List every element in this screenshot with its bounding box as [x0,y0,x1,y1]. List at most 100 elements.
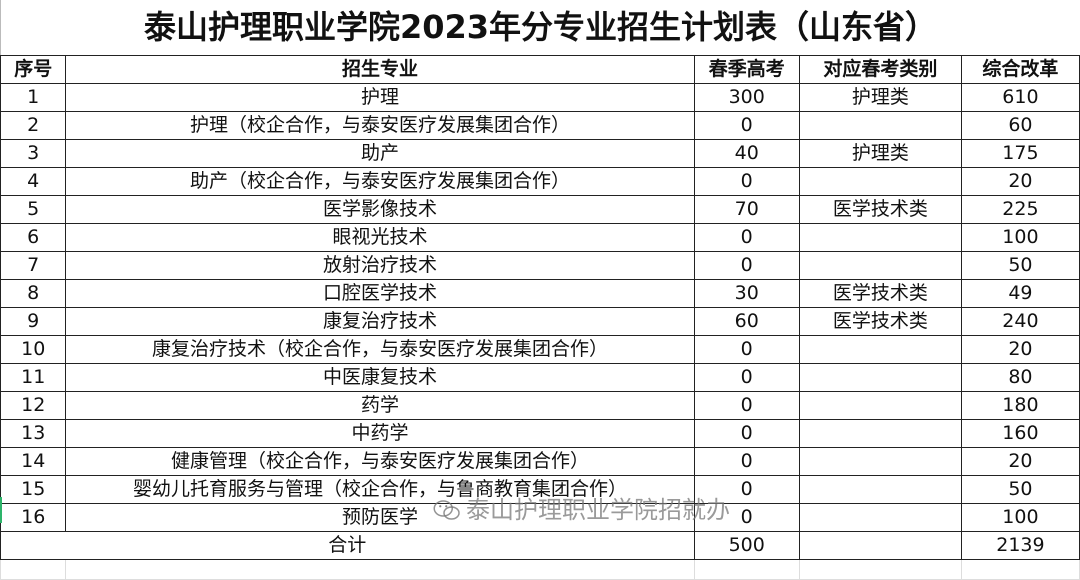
table-cell[interactable]: 50 [960,475,1080,504]
table-cell[interactable]: 10 [0,335,67,364]
table-cell[interactable] [798,503,962,532]
table-cell[interactable]: 40 [693,139,800,168]
table-cell[interactable]: 13 [0,419,67,448]
table-cell[interactable]: 医学影像技术 [65,195,695,224]
table-cell[interactable] [798,251,962,280]
table-cell[interactable]: 口腔医学技术 [65,279,695,308]
table-cell[interactable]: 护理（校企合作，与泰安医疗发展集团合作） [65,111,695,140]
table-cell[interactable]: 1 [0,83,67,112]
table-cell[interactable]: 300 [693,83,800,112]
table-cell[interactable]: 2 [0,111,67,140]
table-cell[interactable] [798,391,962,420]
header-cell: 综合改革 [960,55,1080,84]
table-cell[interactable]: 610 [960,83,1080,112]
table-cell[interactable]: 康复治疗技术 [65,307,695,336]
table-cell[interactable]: 80 [960,363,1080,392]
table-row: 13 中药学 0 160 [0,419,1080,448]
table-row: 12 药学 0 180 [0,391,1080,420]
table-cell[interactable]: 中药学 [65,419,695,448]
table-cell[interactable]: 0 [693,167,800,196]
table-row: 14 健康管理（校企合作，与泰安医疗发展集团合作） 0 20 [0,447,1080,476]
table-cell[interactable]: 0 [693,363,800,392]
table-cell[interactable]: 眼视光技术 [65,223,695,252]
table-row: 4 助产（校企合作，与泰安医疗发展集团合作） 0 20 [0,167,1080,196]
enrollment-table: 序号 招生专业 春季高考 对应春考类别 综合改革 1 护理 300 护理类 610 2 护理… [0,55,1080,580]
table-cell[interactable]: 0 [693,391,800,420]
table-cell[interactable]: 医学技术类 [798,307,962,336]
table-cell[interactable]: 49 [960,279,1080,308]
table-cell[interactable] [798,167,962,196]
table-cell[interactable]: 11 [0,363,67,392]
table-cell[interactable]: 康复治疗技术（校企合作，与泰安医疗发展集团合作） [65,335,695,364]
table-cell[interactable]: 15 [0,475,67,504]
table-cell[interactable]: 20 [960,447,1080,476]
table-cell[interactable]: 160 [960,419,1080,448]
table-cell[interactable]: 9 [0,307,67,336]
table-cell[interactable]: 240 [960,307,1080,336]
table-cell[interactable] [798,447,962,476]
table-cell[interactable]: 8 [0,279,67,308]
table-cell[interactable]: 护理类 [798,83,962,112]
table-cell[interactable]: 中医康复技术 [65,363,695,392]
table-cell[interactable]: 0 [693,111,800,140]
table-cell[interactable] [798,223,962,252]
table-row: 6 眼视光技术 0 100 [0,223,1080,252]
table-cell[interactable]: 预防医学 [65,503,695,532]
table-row: 7 放射治疗技术 0 50 [0,251,1080,280]
table-cell[interactable]: 婴幼儿托育服务与管理（校企合作，与鲁商教育集团合作） [65,475,695,504]
table-cell[interactable] [798,419,962,448]
table-cell[interactable]: 16 [0,503,67,532]
table-cell[interactable]: 7 [0,251,67,280]
table-cell[interactable]: 14 [0,447,67,476]
table-cell[interactable]: 0 [693,419,800,448]
table-cell[interactable]: 0 [693,251,800,280]
table-cell[interactable]: 30 [693,279,800,308]
table-cell[interactable]: 放射治疗技术 [65,251,695,280]
table-row: 2 护理（校企合作，与泰安医疗发展集团合作） 0 60 [0,111,1080,140]
wechat-icon [433,500,460,520]
table-cell[interactable]: 医学技术类 [798,279,962,308]
table-cell[interactable]: 60 [960,111,1080,140]
total-spring[interactable]: 500 [693,531,800,560]
table-row: 5 医学影像技术 70 医学技术类 225 [0,195,1080,224]
table-cell[interactable]: 100 [960,503,1080,532]
table-cell[interactable]: 60 [693,307,800,336]
table-cell[interactable]: 180 [960,391,1080,420]
table-cell[interactable]: 100 [960,223,1080,252]
table-cell[interactable]: 药学 [65,391,695,420]
table-cell[interactable]: 12 [0,391,67,420]
table-cell[interactable] [798,475,962,504]
table-cell[interactable]: 0 [693,503,800,532]
table-cell[interactable] [798,531,962,560]
table-cell[interactable]: 护理类 [798,139,962,168]
table-cell[interactable]: 0 [693,447,800,476]
table-cell[interactable]: 健康管理（校企合作，与泰安医疗发展集团合作） [65,447,695,476]
table-row: 11 中医康复技术 0 80 [0,363,1080,392]
total-label[interactable]: 合计 [0,531,695,560]
table-cell[interactable]: 50 [960,251,1080,280]
table-cell[interactable] [798,335,962,364]
table-row: 9 康复治疗技术 60 医学技术类 240 [0,307,1080,336]
table-cell[interactable]: 助产 [65,139,695,168]
total-row: 合计 500 2139 [0,531,1080,560]
table-cell[interactable] [798,111,962,140]
table-cell[interactable]: 70 [693,195,800,224]
table-cell[interactable]: 0 [693,335,800,364]
table-cell[interactable]: 3 [0,139,67,168]
table-cell[interactable]: 175 [960,139,1080,168]
table-cell[interactable]: 护理 [65,83,695,112]
table-row: 10 康复治疗技术（校企合作，与泰安医疗发展集团合作） 0 20 [0,335,1080,364]
table-cell[interactable]: 225 [960,195,1080,224]
table-cell[interactable]: 5 [0,195,67,224]
table-cell[interactable]: 4 [0,167,67,196]
table-cell[interactable] [798,363,962,392]
table-cell[interactable]: 医学技术类 [798,195,962,224]
page-title: 泰山护理职业学院2023年分专业招生计划表（山东省） [0,0,1080,55]
table-cell[interactable]: 0 [693,223,800,252]
table-cell[interactable]: 6 [0,223,67,252]
total-reform[interactable]: 2139 [960,531,1080,560]
table-cell[interactable]: 20 [960,335,1080,364]
table-row: 3 助产 40 护理类 175 [0,139,1080,168]
table-cell[interactable]: 20 [960,167,1080,196]
table-cell[interactable]: 助产（校企合作，与泰安医疗发展集团合作） [65,167,695,196]
